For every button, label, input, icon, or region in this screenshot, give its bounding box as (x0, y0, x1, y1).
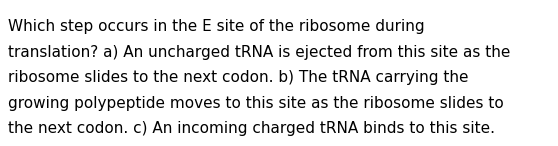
Text: the next codon. c) An incoming charged tRNA binds to this site.: the next codon. c) An incoming charged t… (8, 121, 496, 136)
Text: translation? a) An uncharged tRNA is ejected from this site as the: translation? a) An uncharged tRNA is eje… (8, 45, 511, 60)
Text: ribosome slides to the next codon. b) The tRNA carrying the: ribosome slides to the next codon. b) Th… (8, 70, 469, 85)
Text: Which step occurs in the E site of the ribosome during: Which step occurs in the E site of the r… (8, 19, 425, 34)
Text: growing polypeptide moves to this site as the ribosome slides to: growing polypeptide moves to this site a… (8, 96, 504, 111)
